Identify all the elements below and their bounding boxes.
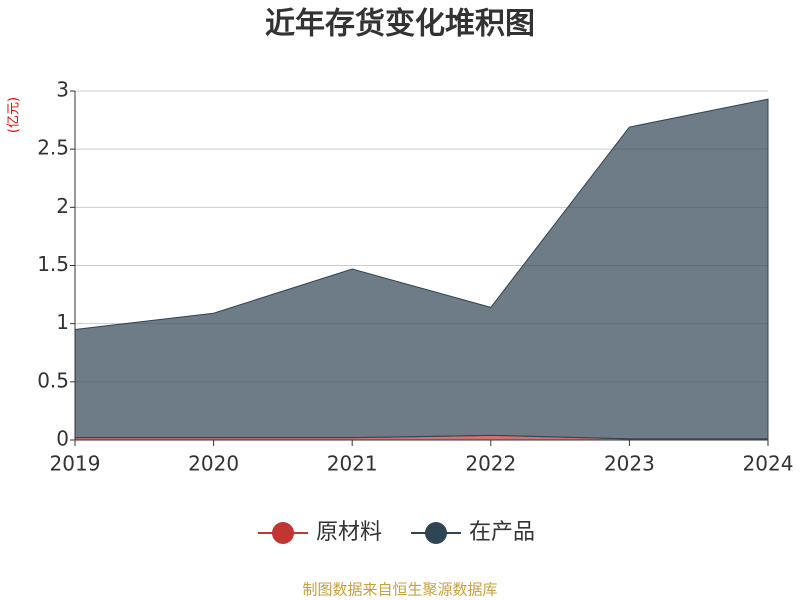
- y-tick-label: 3: [56, 78, 69, 102]
- legend-label[interactable]: 原材料: [316, 520, 382, 545]
- legend-marker[interactable]: [425, 522, 447, 544]
- y-tick-label: 1: [56, 310, 69, 334]
- x-tick-label: 2021: [327, 452, 378, 476]
- y-tick-label: 2.5: [37, 136, 69, 160]
- legend-marker[interactable]: [272, 522, 294, 544]
- y-unit: (亿元): [7, 97, 22, 133]
- source-note: 制图数据来自恒生聚源数据库: [302, 581, 497, 599]
- area: [74, 98, 769, 440]
- x-tick-label: 2023: [604, 452, 655, 476]
- x-tick-label: 2022: [465, 452, 516, 476]
- chart-title: 近年存货变化堆积图: [265, 7, 535, 42]
- legend-label[interactable]: 在产品: [469, 520, 535, 545]
- y-tick-label: 0: [56, 427, 69, 451]
- y-tick-label: 2: [56, 194, 69, 218]
- x-tick-label: 2020: [188, 452, 239, 476]
- x-tick-label: 2019: [50, 452, 101, 476]
- x-tick-label: 2024: [743, 452, 794, 476]
- y-tick-label: 1.5: [37, 252, 69, 276]
- y-tick-label: 0.5: [37, 368, 69, 392]
